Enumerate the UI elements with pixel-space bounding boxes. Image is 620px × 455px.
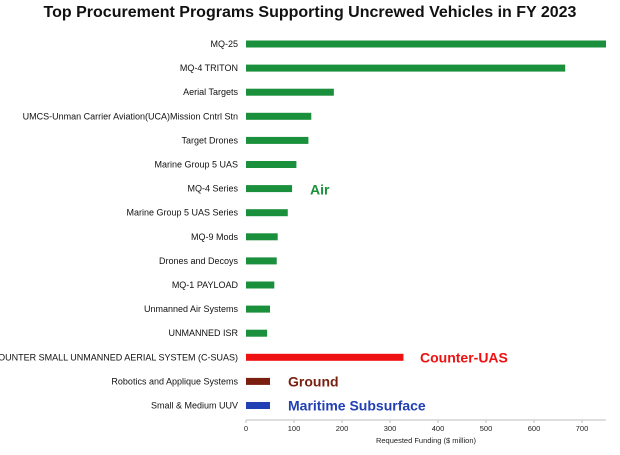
bar-umcs-unman-carrier-aviation-uca-mission-cntrl-stn xyxy=(246,112,312,120)
category-label-small-medium-uuv: Small & Medium UUV xyxy=(151,401,238,411)
x-tick-label-300: 300 xyxy=(384,424,397,433)
x-tick-label-500: 500 xyxy=(480,424,493,433)
bar-small-medium-uuv xyxy=(246,402,270,409)
category-label-mq-4-triton: MQ-4 TRITON xyxy=(180,63,238,73)
category-label-umcs-unman-carrier-aviation-uca-mission-cntrl-stn: UMCS-Unman Carrier Aviation(UCA)Mission … xyxy=(23,111,238,121)
category-label-unmanned-air-systems: Unmanned Air Systems xyxy=(144,304,239,314)
group-annotations: Air Counter-UAS Ground Maritime Subsurface xyxy=(288,182,508,414)
category-label-marine-group-5-uas-series: Marine Group 5 UAS Series xyxy=(126,208,238,218)
category-labels: MQ-25 MQ-4 TRITON Aerial Targets UMCS-Unman… xyxy=(0,39,238,411)
category-label-mq-1-payload: MQ-1 PAYLOAD xyxy=(172,280,239,290)
category-label-mq-9-mods: MQ-9 Mods xyxy=(191,232,239,242)
category-label-unmanned-isr: UNMANNED ISR xyxy=(168,328,238,338)
bar-counter-small-unmanned-aerial-system-c-suas xyxy=(246,353,404,361)
bar-mq-1-payload xyxy=(246,281,275,289)
bar-unmanned-isr xyxy=(246,329,268,337)
category-label-drones-and-decoys: Drones and Decoys xyxy=(159,256,239,266)
category-label-counter-small-unmanned-aerial-system-c-suas: COUNTER SMALL UNMANNED AERIAL SYSTEM (C-… xyxy=(0,352,238,362)
bar-unmanned-air-systems xyxy=(246,305,270,313)
bar-marine-group-5-uas xyxy=(246,161,297,168)
category-label-target-drones: Target Drones xyxy=(181,135,238,145)
bar-drones-and-decoys xyxy=(246,257,277,265)
category-label-aerial-targets: Aerial Targets xyxy=(183,87,238,97)
x-tick-label-600: 600 xyxy=(528,424,541,433)
x-tick-label-0: 0 xyxy=(244,424,248,433)
x-axis-title: Requested Funding ($ million) xyxy=(376,436,477,445)
x-tick-label-700: 700 xyxy=(576,424,589,433)
chart-title: Top Procurement Programs Supporting Uncr… xyxy=(43,4,577,21)
bars-layer xyxy=(246,40,606,409)
group-label-maritime-subsurface: Maritime Subsurface xyxy=(288,398,426,414)
x-tick-label-100: 100 xyxy=(288,424,301,433)
category-label-mq-4-series: MQ-4 Series xyxy=(187,184,238,194)
bar-mq-25 xyxy=(246,40,606,48)
group-label-counter-uas: Counter-UAS xyxy=(420,349,508,365)
bar-aerial-targets xyxy=(246,88,334,96)
category-label-robotics-and-applique-systems: Robotics and Applique Systems xyxy=(111,376,238,386)
bar-mq-4-series xyxy=(246,185,293,193)
x-axis: 0 100 200 300 400 500 600 700 xyxy=(244,419,606,433)
category-label-marine-group-5-uas: Marine Group 5 UAS xyxy=(154,160,238,170)
bar-robotics-and-applique-systems xyxy=(246,377,270,385)
x-tick-label-400: 400 xyxy=(432,424,445,433)
bar-mq-4-triton xyxy=(246,64,566,72)
bar-marine-group-5-uas-series xyxy=(246,209,288,217)
bar-target-drones xyxy=(246,136,309,144)
group-label-ground: Ground xyxy=(288,373,339,389)
group-label-air: Air xyxy=(310,182,330,198)
x-tick-label-200: 200 xyxy=(336,424,349,433)
category-label-mq-25: MQ-25 xyxy=(210,39,238,49)
bar-mq-9-mods xyxy=(246,233,278,241)
